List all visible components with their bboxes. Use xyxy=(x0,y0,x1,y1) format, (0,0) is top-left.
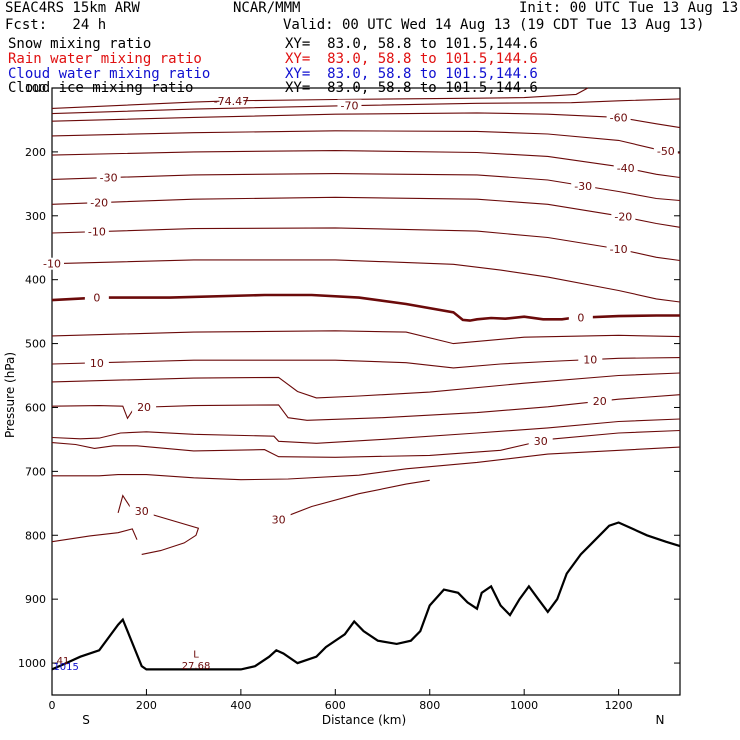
annotation-label: 1015 xyxy=(53,662,78,673)
y-tick-label: 500 xyxy=(25,338,46,351)
contour-label: -30 xyxy=(574,180,592,193)
isotherm-line xyxy=(278,479,430,520)
contour-label-bg xyxy=(219,94,244,107)
y-tick-label: 400 xyxy=(25,274,46,287)
isotherm-line xyxy=(51,372,681,399)
contour-label: 20 xyxy=(593,395,607,408)
contour-label: -10 xyxy=(88,226,106,239)
contour-label-bg xyxy=(84,291,109,304)
contour-label: 0 xyxy=(577,312,584,325)
legend-snow-xy: XY= 83.0, 58.8 to 101.5,144.6 xyxy=(285,36,538,52)
x-tick-label: 0 xyxy=(49,699,56,712)
x-tick-label: 1200 xyxy=(605,699,633,712)
legend-snow-label: Snow mixing ratio xyxy=(8,36,152,52)
contour-label: -10 xyxy=(43,258,61,271)
isotherm-line xyxy=(51,259,681,303)
contour-label-bg xyxy=(606,111,631,124)
isotherm-line xyxy=(51,173,681,202)
contour-label-bg xyxy=(611,210,636,223)
y-tick-label: 600 xyxy=(25,401,46,414)
isotherm-line xyxy=(51,87,589,109)
isotherm-line xyxy=(51,196,681,228)
isotherm-line xyxy=(51,130,681,154)
contour-label-bg xyxy=(96,171,121,184)
contour-label: -40 xyxy=(617,162,635,175)
annotation-label: 27.68 xyxy=(182,661,211,672)
isotherm-line xyxy=(51,418,681,444)
isotherm-line xyxy=(51,528,138,543)
contour-label: 30 xyxy=(135,505,149,518)
legend-rain-xy: XY= 83.0, 58.8 to 101.5,144.6 xyxy=(285,51,538,67)
contour-label: -50 xyxy=(657,145,675,158)
contour-label-bg xyxy=(571,179,596,192)
x-tick-label: 400 xyxy=(230,699,251,712)
x-tick-label: 200 xyxy=(136,699,157,712)
isotherm-line xyxy=(51,150,681,179)
contour-label-bg xyxy=(132,401,157,414)
contour-label: -20 xyxy=(614,211,632,224)
contour-label-bg xyxy=(337,99,362,112)
contour-label-bg xyxy=(84,225,109,238)
contour-label-bg xyxy=(613,162,638,175)
contour-label: -10 xyxy=(610,243,628,256)
x-axis-label: Distance (km) xyxy=(322,713,406,727)
contour-label: -74.47 xyxy=(214,95,249,108)
y-tick-label: 800 xyxy=(25,529,46,542)
contour-label: 0 xyxy=(93,292,100,305)
valid-time: Valid: 00 UTC Wed 14 Aug 13 (19 CDT Tue … xyxy=(283,17,705,33)
contour-label: -60 xyxy=(610,111,628,124)
isotherm-line xyxy=(51,429,681,458)
contour-label-bg xyxy=(528,435,553,448)
south-end-label: S xyxy=(82,713,90,727)
model-name: SEAC4RS 15km ARW xyxy=(5,0,140,16)
y-tick-label: 700 xyxy=(25,465,46,478)
contour-label: -20 xyxy=(90,197,108,210)
isotherm-line xyxy=(117,494,200,555)
contour-label-bg xyxy=(568,311,593,324)
contour-label-bg xyxy=(578,353,603,366)
contour-label-bg xyxy=(606,243,631,256)
legend-cloud-water-label: Cloud water mixing ratio xyxy=(8,66,211,82)
contour-label-bg xyxy=(129,505,154,518)
isotherm-line xyxy=(51,330,681,345)
contour-label-bg xyxy=(266,513,291,526)
contour-label: -70 xyxy=(340,100,358,113)
contour-label: 20 xyxy=(137,401,151,414)
y-axis-label: Pressure (hPa) xyxy=(3,352,17,438)
contour-label-bg xyxy=(40,257,64,270)
isotherm-line xyxy=(51,227,681,262)
contour-label: 10 xyxy=(583,354,597,367)
y-tick-label: 100 xyxy=(25,82,46,95)
contour-label-bg xyxy=(84,356,109,369)
isotherm-line xyxy=(52,446,681,481)
contour-label: 30 xyxy=(272,513,286,526)
contour-label: -30 xyxy=(100,172,118,185)
y-tick-label: 300 xyxy=(25,210,46,223)
contour-label-bg xyxy=(587,395,612,408)
contour-label-bg xyxy=(653,144,678,157)
center-name: NCAR/MMM xyxy=(233,0,301,16)
isotherm-line xyxy=(51,112,681,129)
x-tick-label: 800 xyxy=(419,699,440,712)
y-tick-label: 1000 xyxy=(18,657,46,670)
contour-label-bg xyxy=(87,196,112,209)
contour-label: 30 xyxy=(534,435,548,448)
isotherm-line xyxy=(51,394,681,421)
contour-label: 10 xyxy=(90,357,104,370)
legend-cloud-water-xy: XY= 83.0, 58.8 to 101.5,144.6 xyxy=(285,66,538,82)
y-tick-label: 900 xyxy=(25,593,46,606)
x-tick-label: 600 xyxy=(325,699,346,712)
init-time: Init: 00 UTC Tue 13 Aug 13 xyxy=(519,0,739,16)
north-end-label: N xyxy=(656,713,665,727)
legend-rain-label: Rain water mixing ratio xyxy=(8,51,202,67)
x-tick-label: 1000 xyxy=(510,699,538,712)
annotation-label: L xyxy=(193,649,199,660)
annotation-label: .41 xyxy=(53,656,69,667)
y-tick-label: 200 xyxy=(25,146,46,159)
terrain-line xyxy=(51,521,681,671)
plot-frame xyxy=(51,87,681,696)
forecast-hour: Fcst: 24 h xyxy=(5,17,107,33)
isotherm-line xyxy=(51,98,681,115)
